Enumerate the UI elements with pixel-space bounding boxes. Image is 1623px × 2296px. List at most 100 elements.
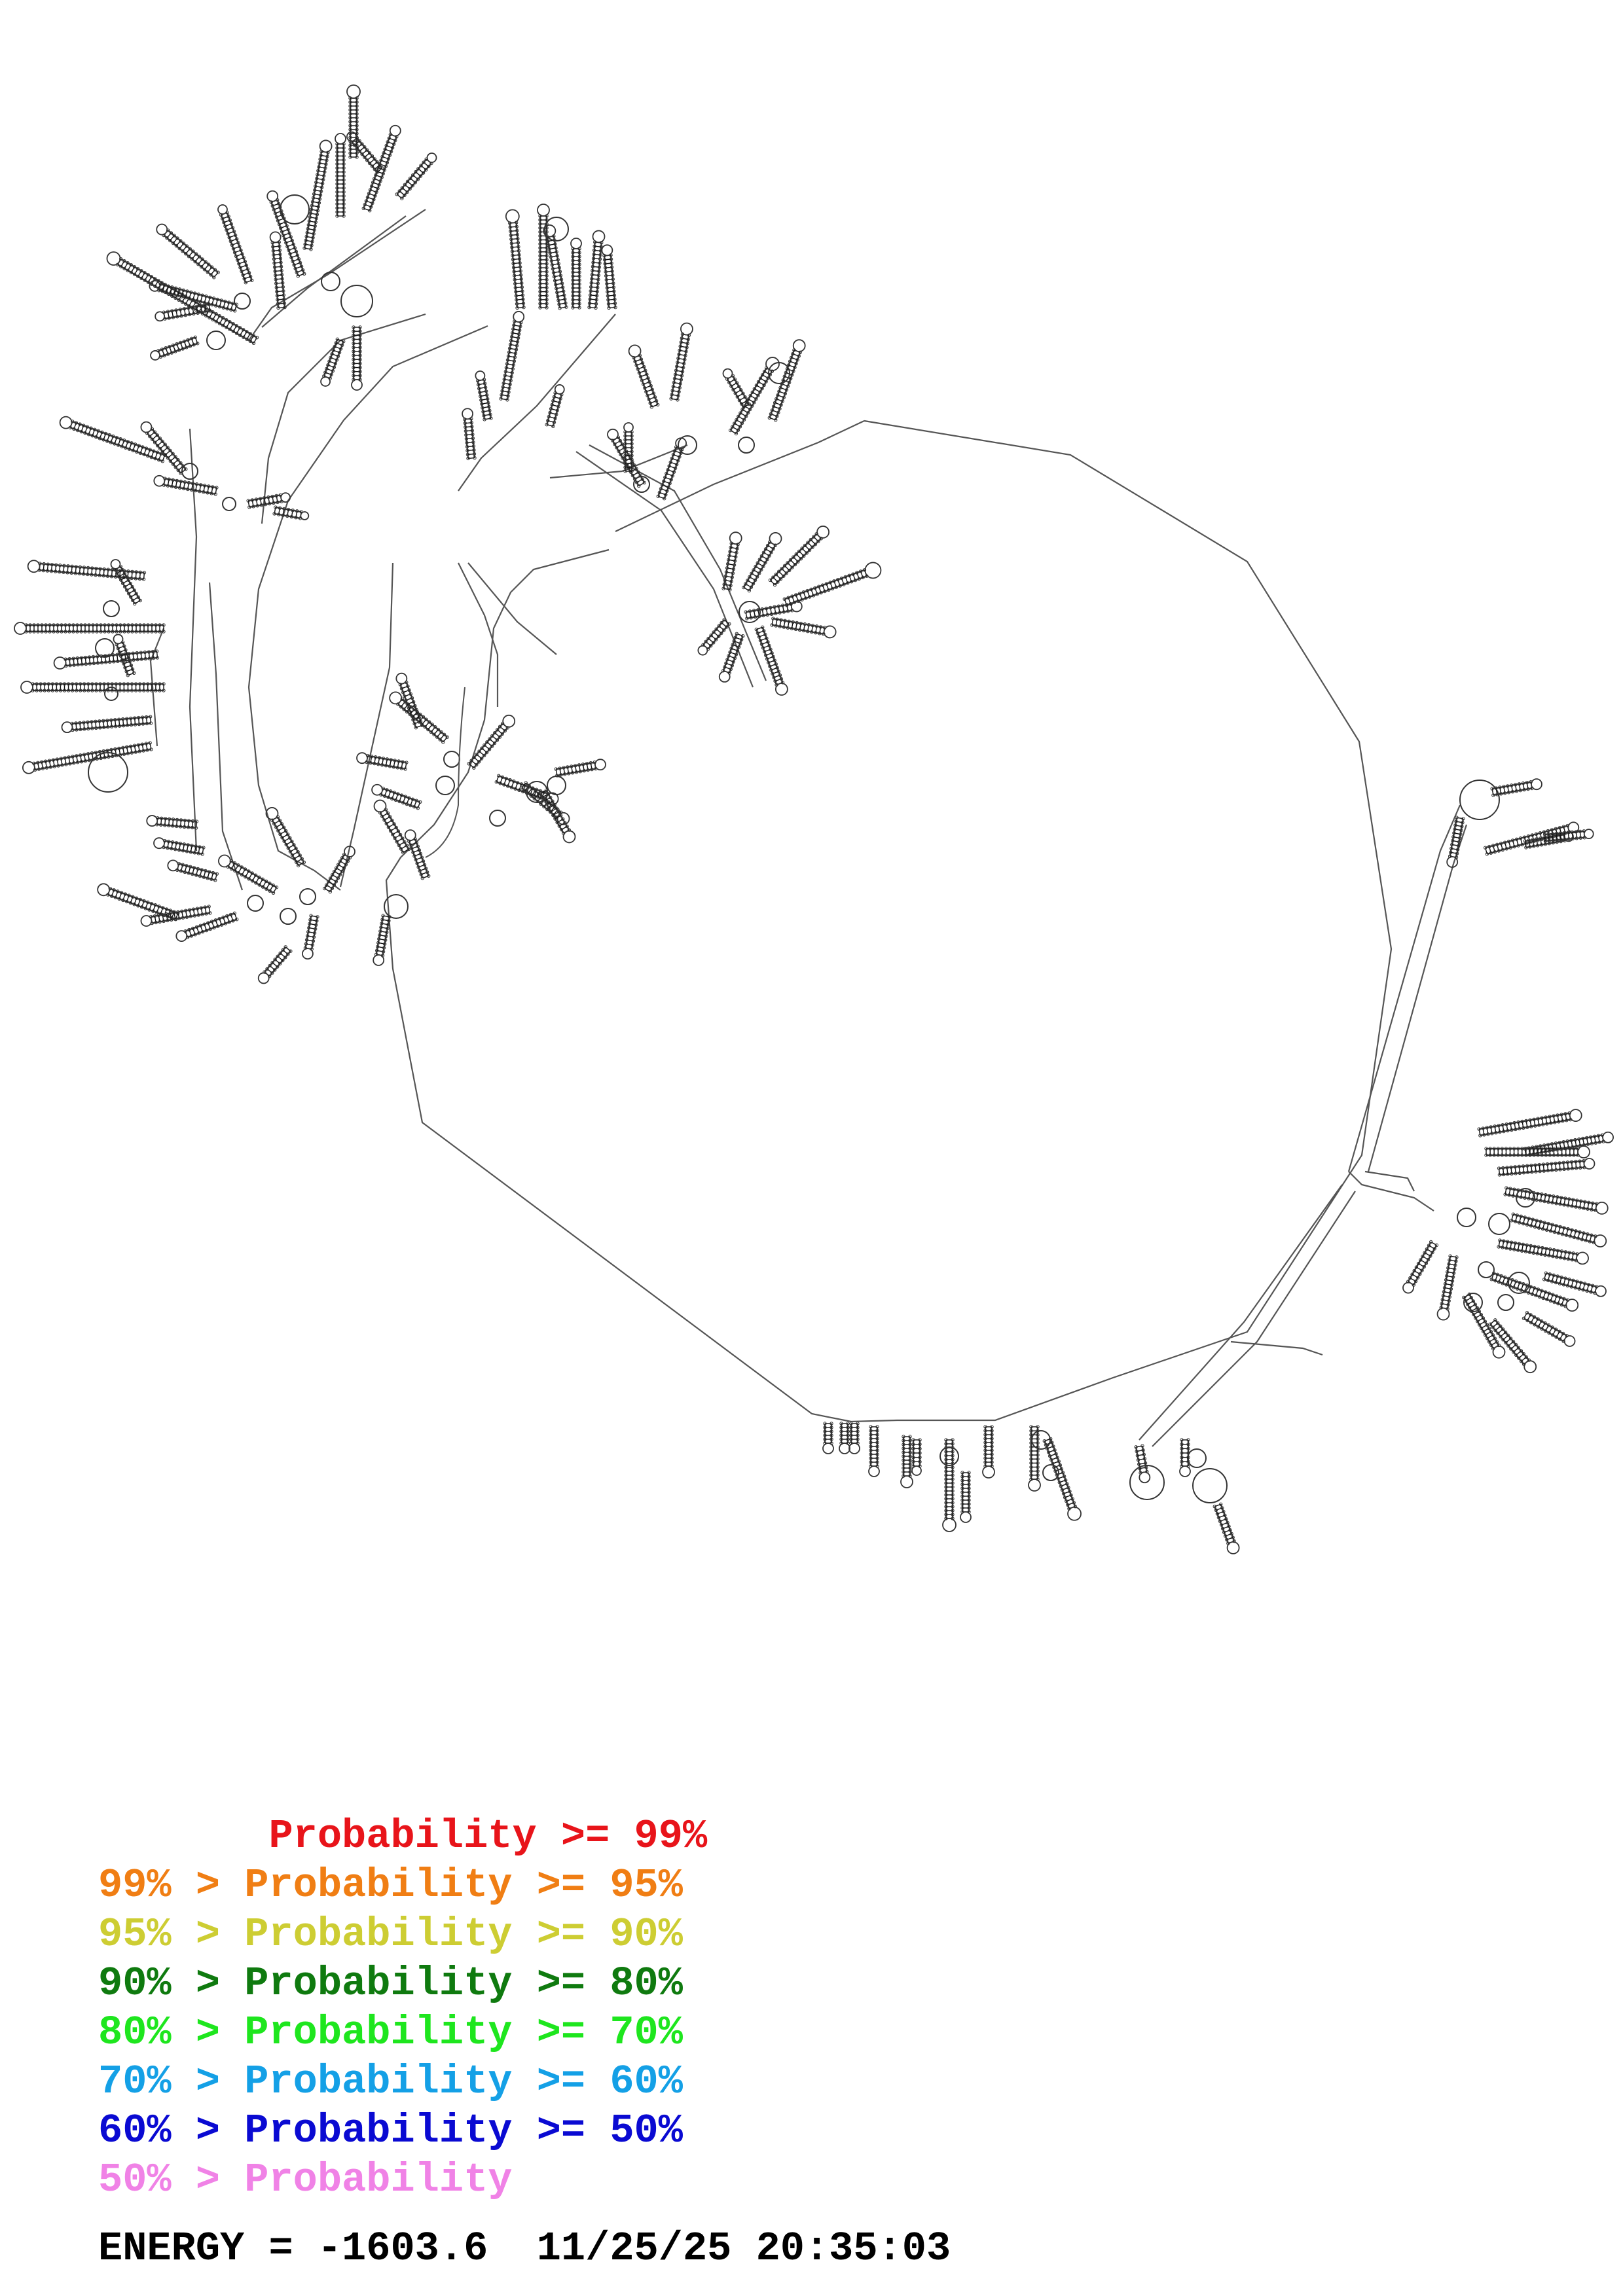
base-pair (312, 205, 319, 207)
base-pair (331, 353, 338, 357)
helix-strand (69, 427, 163, 462)
hairpin (373, 914, 392, 966)
base-pair (682, 338, 689, 340)
helix-strand (227, 866, 274, 894)
hairpin-loop (475, 370, 486, 381)
nucleotide (294, 860, 299, 864)
nucleotide (395, 192, 399, 196)
base-pair (552, 263, 559, 266)
base-pair (290, 848, 297, 852)
nucleotide (510, 245, 514, 249)
nucleotide (818, 632, 822, 636)
base-pair (571, 766, 574, 773)
nucleotide (607, 306, 611, 310)
nucleotide (346, 859, 350, 863)
base-pair (192, 307, 194, 314)
nucleotide (737, 398, 742, 403)
nucleotide (733, 636, 737, 639)
nucleotide (71, 656, 75, 660)
base-pair (678, 353, 685, 356)
base-pair (382, 915, 390, 918)
nucleotide (669, 397, 673, 401)
nucleotide (548, 251, 552, 255)
nucleotide (642, 365, 646, 369)
nucleotide (152, 449, 156, 453)
nucleotide (571, 255, 575, 259)
nucleotide (390, 818, 394, 823)
nucleotide (274, 278, 278, 281)
nucleotide (1539, 843, 1544, 847)
nucleotide (325, 367, 329, 371)
hairpin (545, 384, 565, 428)
nucleotide (301, 268, 305, 272)
nucleotide (115, 630, 119, 634)
base-pair (555, 279, 562, 281)
nucleotide (126, 578, 131, 583)
nucleotide (752, 401, 756, 404)
nucleotide (571, 259, 575, 262)
nucleotide (747, 588, 752, 593)
nucleotide (160, 289, 165, 294)
nucleotide (183, 313, 187, 317)
hairpin (217, 204, 254, 285)
base-pair (134, 745, 136, 753)
nucleotide (352, 361, 356, 366)
nucleotide (103, 755, 107, 760)
base-pair (1542, 1164, 1544, 1172)
nucleotide (187, 908, 192, 912)
nucleotide (1455, 816, 1459, 819)
hairpin-loop (300, 511, 310, 520)
nucleotide (132, 588, 137, 592)
base-pair (195, 484, 198, 491)
base-pair (287, 243, 294, 247)
nucleotide (177, 298, 181, 302)
nucleotide (254, 881, 258, 885)
base-pair (306, 939, 314, 942)
nucleotide (612, 289, 616, 293)
helix-strand (369, 136, 397, 211)
base-pair (773, 674, 780, 678)
nucleotide (610, 261, 613, 265)
base-pair (251, 874, 257, 882)
nucleotide (729, 545, 733, 550)
nucleotide (36, 761, 40, 764)
nucleotide (766, 640, 770, 644)
nucleotide (150, 437, 155, 442)
nucleotide (839, 576, 844, 581)
nucleotide (668, 481, 672, 486)
nucleotide (106, 689, 110, 692)
base-pair (678, 357, 685, 361)
nucleotide (318, 157, 322, 161)
nucleotide (198, 924, 202, 927)
nucleotide (741, 585, 746, 590)
nucleotide (414, 840, 418, 845)
nucleotide (318, 197, 322, 201)
nucleotide (395, 766, 400, 770)
nucleotide (335, 358, 339, 362)
nucleotide (382, 818, 386, 822)
base-pair (202, 847, 204, 855)
nucleotide (657, 490, 662, 495)
nucleotide (776, 580, 780, 584)
nucleotide (509, 378, 513, 383)
nucleotide (278, 832, 282, 836)
nucleotide (1518, 836, 1523, 840)
nucleotide (151, 649, 155, 654)
hairpin-loop (628, 344, 642, 358)
base-pair (503, 386, 510, 389)
base-pair (833, 581, 837, 588)
nucleotide (585, 762, 589, 766)
nucleotide (771, 547, 775, 551)
nucleotide (75, 630, 79, 634)
base-pair (845, 577, 848, 584)
nucleotide (731, 571, 735, 575)
nucleotide (515, 298, 519, 302)
hairpin (475, 370, 493, 422)
nucleotide (230, 226, 235, 230)
base-pair (192, 909, 195, 916)
nucleotide (505, 358, 510, 362)
nucleotide (305, 934, 310, 938)
nucleotide (125, 717, 129, 721)
base-pair (549, 416, 556, 419)
base-pair (308, 927, 316, 930)
